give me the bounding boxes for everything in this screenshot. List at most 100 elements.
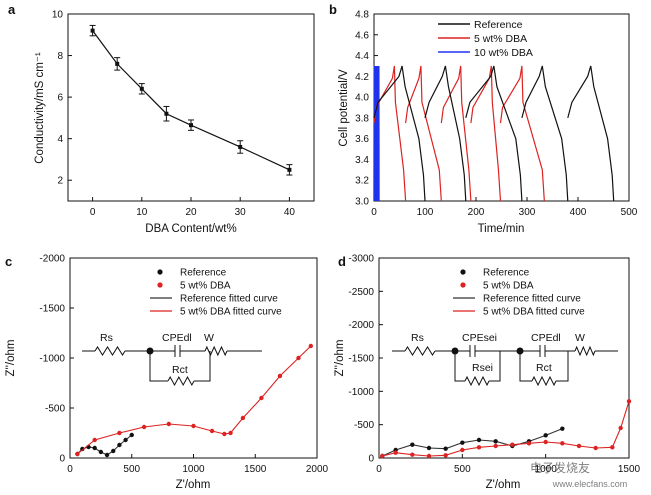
- y-tick-label: 4.6: [355, 30, 369, 41]
- panel-d: d 0 500 1000 1500 0 -500 -1000 -1500 -2000 -2500 -…: [334, 254, 641, 492]
- y-tick-label: 3.4: [355, 155, 369, 166]
- x-tick-label: 200: [468, 207, 485, 218]
- data-point: [287, 167, 292, 172]
- x-tick-label: 1000: [182, 464, 205, 475]
- circuit-label: Rct: [172, 364, 188, 376]
- data-point: [240, 415, 246, 421]
- panel-c: c 0 500 1000 1500 2000 0 -500 -1000 -1500 -2000 R…: [5, 254, 329, 492]
- wire: [519, 351, 532, 382]
- y-tick-label: 8: [57, 51, 63, 62]
- y-tick-label: 10: [52, 10, 64, 21]
- legend-label: 5 wt% DBA: [483, 281, 534, 292]
- data-point: [98, 449, 104, 455]
- data-point: [104, 452, 110, 458]
- data-point: [296, 355, 301, 361]
- watermark-url: www.elecfans.com: [552, 479, 628, 489]
- fitted-curve: [77, 434, 133, 456]
- cycle-5wt: [499, 65, 545, 202]
- data-point: [526, 441, 532, 446]
- x-axis-label: DBA Content/wt%: [145, 223, 236, 235]
- circuit-label: CPEdl: [531, 332, 561, 344]
- legend-marker: [460, 282, 466, 288]
- legend-label: 5 wt% DBA fitted curve: [180, 307, 282, 318]
- y-tick-label: 3.2: [355, 176, 369, 187]
- legend-label: Reference: [180, 268, 227, 279]
- panel-label-d: d: [338, 254, 346, 269]
- y-tick-label: -2500: [348, 287, 374, 298]
- data-point: [476, 437, 482, 443]
- legend-label: Reference fitted curve: [180, 294, 278, 305]
- cycle-5wt: [373, 65, 407, 202]
- data-point: [460, 440, 465, 445]
- x-tick-label: 1500: [244, 464, 267, 475]
- x-axis-label: Z'/ohm: [486, 479, 521, 491]
- y-tick-label: -1500: [39, 304, 65, 315]
- data-point: [191, 423, 196, 429]
- data-point: [123, 437, 128, 443]
- circuit-label: W: [204, 332, 214, 344]
- circuit-label: CPEdl: [162, 332, 192, 344]
- y-axis-label: Cell potential/V: [338, 69, 350, 147]
- data-point: [228, 430, 233, 436]
- wire: [556, 351, 569, 382]
- data-point: [426, 453, 432, 459]
- legend-label: 10 wt% DBA: [474, 47, 533, 59]
- x-tick-label: 10: [136, 207, 148, 218]
- x-tick-label: 30: [235, 207, 247, 218]
- data-point: [92, 445, 97, 451]
- circuit-label: Rs: [411, 332, 424, 344]
- y-tick-label: -2000: [348, 320, 374, 331]
- fitted-curve: [382, 401, 630, 457]
- data-point: [141, 424, 147, 430]
- circuit-label: Rct: [536, 362, 552, 374]
- x-tick-label: 500: [621, 207, 638, 218]
- y-tick-label: 4.2: [355, 72, 369, 83]
- x-tick-label: 400: [570, 207, 587, 218]
- wire: [489, 351, 501, 382]
- data-point: [380, 453, 385, 459]
- y-axis-label: Conductivity/mS cm⁻¹: [34, 52, 46, 164]
- circuit-label: CPEsei: [462, 332, 497, 344]
- y-tick-label: 3.8: [355, 113, 369, 124]
- data-point: [129, 432, 134, 438]
- data-point: [543, 439, 548, 445]
- y-tick-label: -1000: [348, 387, 374, 398]
- data-point: [80, 446, 85, 452]
- data-point: [164, 111, 169, 116]
- panel-label-a: a: [8, 2, 16, 17]
- data-point: [618, 425, 623, 431]
- legend-label: 5 wt% DBA: [474, 33, 527, 45]
- data-point: [117, 442, 122, 448]
- watermark: 电子发烧友 www.elecfans.com: [530, 460, 627, 489]
- panel-b: b 0 100 200 300 400 500 3.0 3.2 3.4 3.6 3.8 4.0 4.2 4…: [329, 2, 638, 235]
- y-tick-label: 6: [57, 93, 63, 104]
- resistor-rs: [94, 346, 126, 356]
- legend-marker: [157, 282, 163, 288]
- panel-label-b: b: [329, 2, 337, 17]
- conductivity-line: [92, 30, 290, 171]
- x-tick-label: 500: [454, 464, 471, 475]
- x-tick-label: 0: [67, 464, 73, 475]
- cycle-5wt: [470, 65, 502, 202]
- data-point: [90, 28, 95, 33]
- watermark-text: 电子发烧友: [530, 460, 590, 475]
- circuit-label: W: [575, 332, 585, 344]
- warburg: [574, 345, 596, 357]
- y-tick-label: -2000: [39, 254, 65, 265]
- data-point: [259, 395, 264, 401]
- x-tick-label: 20: [185, 207, 197, 218]
- data-point: [209, 428, 215, 434]
- x-axis-label: Z'/ohm: [176, 479, 211, 491]
- circuit-label: Rsei: [472, 362, 493, 374]
- x-tick-label: 500: [123, 464, 140, 475]
- warburg: [204, 345, 228, 357]
- y-tick-label: 2: [57, 176, 63, 187]
- x-axis-label: Time/min: [478, 223, 525, 235]
- cycle-5wt: [405, 65, 442, 202]
- data-point: [443, 446, 448, 451]
- y-tick-label: 0: [368, 454, 374, 465]
- legend-label: Reference fitted curve: [483, 294, 581, 305]
- data-point: [189, 123, 193, 128]
- plot-frame: [67, 13, 315, 202]
- x-tick-label: 0: [90, 207, 96, 218]
